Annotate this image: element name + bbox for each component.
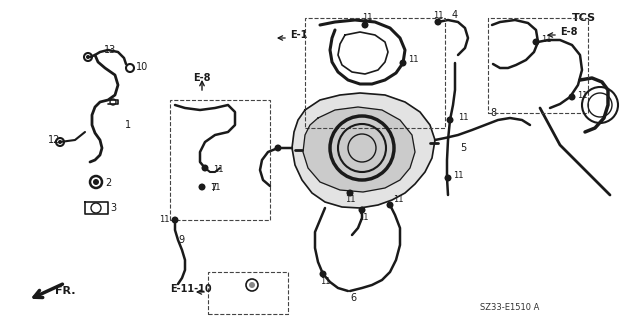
Circle shape (319, 271, 326, 278)
Circle shape (435, 19, 442, 26)
Text: E-8: E-8 (560, 27, 577, 37)
Circle shape (198, 183, 205, 190)
Circle shape (93, 179, 99, 185)
Circle shape (58, 140, 62, 144)
Text: 4: 4 (452, 10, 458, 20)
Text: 11: 11 (577, 91, 588, 100)
Circle shape (172, 217, 179, 224)
Circle shape (532, 39, 540, 46)
Circle shape (346, 189, 353, 197)
Text: 11: 11 (408, 56, 419, 64)
Circle shape (568, 93, 575, 100)
Text: E-1: E-1 (290, 30, 307, 40)
Polygon shape (292, 93, 435, 208)
Text: 8: 8 (490, 108, 496, 118)
Text: E-8: E-8 (193, 73, 211, 83)
Text: 3: 3 (110, 203, 116, 213)
Text: 9: 9 (178, 235, 184, 245)
Circle shape (399, 60, 406, 66)
Circle shape (275, 145, 282, 152)
Bar (305, 18, 445, 128)
Text: 11: 11 (433, 11, 444, 20)
Text: 11: 11 (213, 166, 223, 174)
Bar (208, 272, 288, 314)
Text: E-11-10: E-11-10 (170, 284, 212, 294)
Text: 11: 11 (453, 172, 463, 181)
Text: 11: 11 (358, 212, 369, 221)
Polygon shape (303, 107, 415, 192)
Text: 6: 6 (350, 293, 356, 303)
Text: 13: 13 (104, 45, 116, 55)
Text: 10: 10 (136, 62, 148, 72)
Text: 5: 5 (460, 143, 467, 153)
Circle shape (202, 165, 209, 172)
Text: 7: 7 (210, 183, 216, 193)
Text: 11: 11 (345, 196, 355, 204)
Text: FR.: FR. (55, 286, 76, 296)
Circle shape (387, 202, 394, 209)
Circle shape (362, 21, 369, 28)
Circle shape (86, 55, 90, 59)
Bar (488, 18, 588, 113)
Text: 11: 11 (393, 196, 403, 204)
Circle shape (358, 206, 365, 213)
Circle shape (445, 174, 451, 182)
Text: 11: 11 (541, 35, 552, 44)
Text: 1: 1 (125, 120, 131, 130)
Text: 11: 11 (159, 216, 170, 225)
Text: 11: 11 (458, 114, 468, 122)
Text: 2: 2 (105, 178, 111, 188)
Text: SZ33-E1510 A: SZ33-E1510 A (480, 303, 540, 313)
Text: 12: 12 (48, 135, 60, 145)
Text: 11: 11 (320, 277, 330, 286)
Text: 11: 11 (362, 13, 372, 23)
Text: 11: 11 (210, 182, 221, 191)
Text: TCS: TCS (572, 13, 596, 23)
Bar (170, 100, 270, 220)
Circle shape (447, 116, 454, 123)
Circle shape (249, 282, 255, 288)
